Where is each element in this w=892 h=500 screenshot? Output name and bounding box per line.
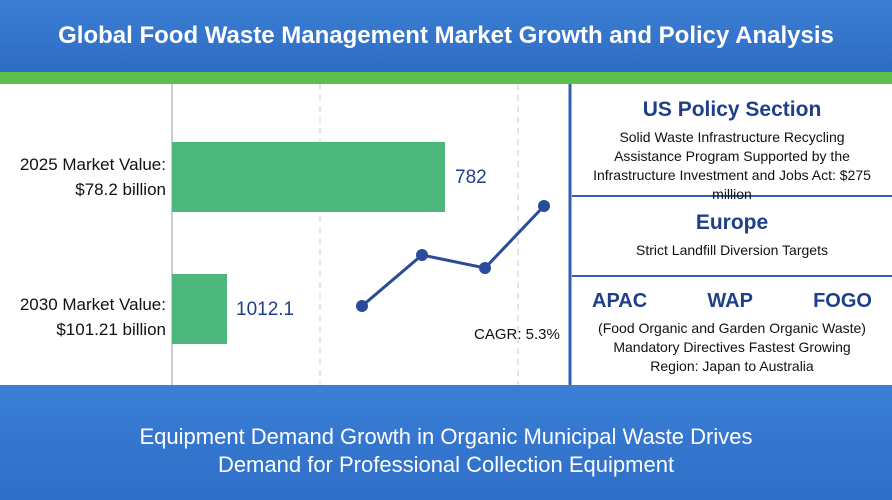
tag: WAP [707,290,753,312]
market-label: 2025 Market Value: $78.2 billion [20,152,166,202]
cagr: CAGR: 5.3% [474,326,560,343]
tag: FOGO [813,290,872,312]
graphics [171,84,892,385]
tag: APAC [592,290,648,312]
bar [172,274,227,344]
label-line: $78.2 billion [75,180,166,199]
figure: 1012.1 [236,299,295,320]
market-label: 2030 Market Value: $101.21 billion [20,292,166,342]
footer-band [0,385,892,500]
section-title: US Policy Section [642,98,822,121]
trend-point [416,249,428,261]
section-line: Strict Landfill Diversion Targets [636,242,828,258]
header-stripe [0,72,892,84]
section-line: Mandatory Directives Fastest Growing [613,339,851,355]
label-line: 2025 Market Value: [19,155,166,174]
bar [172,142,445,212]
figure: 782 [455,167,487,188]
footer-line: Demand for Professional Collection Equip… [217,452,675,477]
us-section: US Policy Section Solid Waste Infrastruc… [572,98,892,204]
trend-point [479,262,491,274]
trend-point [538,200,550,212]
title: Global Food Waste Management Market Grow… [58,22,834,49]
tag-row: APAC WAP FOGO [572,290,892,313]
trend-point [356,300,368,312]
section-line: (Food Organic and Garden Organic Waste) [598,320,866,336]
apac-section: APAC WAP FOGO (Food Organic and Garden O… [572,290,892,376]
section-title: Europe [695,211,769,234]
section-line: Region: Japan to Australia [650,358,814,374]
footer-line: Equipment Demand Growth in Organic Munic… [139,424,753,449]
section-line: Infrastructure Investment and Jobs Act: … [593,167,871,202]
header-band [0,0,892,72]
europe-section: Europe Strict Landfill Diversion Targets [572,211,892,260]
label-line: $101.21 billion [56,320,166,339]
section-line: Solid Waste Infrastructure Recycling [619,129,845,145]
section-line: Assistance Program Supported by the [614,148,850,164]
label-line: 2030 Market Value: [19,295,166,314]
trend-line [361,204,546,308]
